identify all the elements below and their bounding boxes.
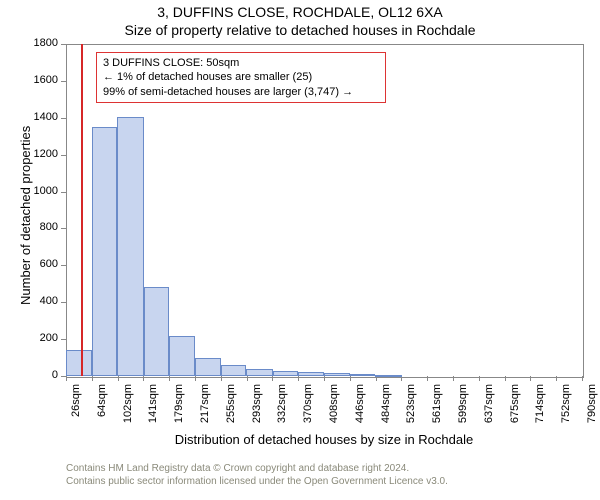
x-tick-mark bbox=[118, 376, 119, 381]
y-tick-label: 1600 bbox=[24, 74, 58, 86]
histogram-bar bbox=[66, 350, 92, 376]
reference-marker-line bbox=[81, 44, 83, 376]
histogram-bar bbox=[221, 365, 247, 376]
x-tick-label: 141sqm bbox=[147, 384, 159, 444]
x-tick-label: 408sqm bbox=[328, 384, 340, 444]
footer-line2: Contains public sector information licen… bbox=[66, 475, 448, 488]
x-tick-label: 179sqm bbox=[173, 384, 185, 444]
histogram-bar bbox=[144, 287, 170, 376]
annotation-box: 3 DUFFINS CLOSE: 50sqm ← 1% of detached … bbox=[96, 52, 386, 103]
x-tick-mark bbox=[350, 376, 351, 381]
histogram-bar bbox=[273, 371, 299, 376]
chart-container: 3, DUFFINS CLOSE, ROCHDALE, OL12 6XA Siz… bbox=[0, 0, 600, 500]
chart-title-line2: Size of property relative to detached ho… bbox=[0, 22, 600, 38]
x-tick-mark bbox=[582, 376, 583, 381]
x-tick-label: 675sqm bbox=[509, 384, 521, 444]
x-tick-label: 217sqm bbox=[199, 384, 211, 444]
x-axis-label: Distribution of detached houses by size … bbox=[66, 432, 582, 447]
x-tick-mark bbox=[195, 376, 196, 381]
y-tick-label: 400 bbox=[24, 295, 58, 307]
y-tick-mark bbox=[61, 44, 66, 45]
x-tick-mark bbox=[505, 376, 506, 381]
x-tick-label: 64sqm bbox=[96, 384, 108, 444]
x-tick-label: 599sqm bbox=[457, 384, 469, 444]
histogram-bar bbox=[169, 336, 195, 376]
x-tick-mark bbox=[272, 376, 273, 381]
y-tick-mark bbox=[61, 118, 66, 119]
footer-attribution: Contains HM Land Registry data © Crown c… bbox=[66, 462, 448, 488]
x-tick-label: 484sqm bbox=[380, 384, 392, 444]
x-tick-mark bbox=[143, 376, 144, 381]
y-tick-mark bbox=[61, 192, 66, 193]
y-tick-mark bbox=[61, 302, 66, 303]
x-tick-mark bbox=[221, 376, 222, 381]
x-tick-mark bbox=[92, 376, 93, 381]
y-tick-label: 1200 bbox=[24, 148, 58, 160]
y-tick-mark bbox=[61, 228, 66, 229]
x-tick-label: 102sqm bbox=[122, 384, 134, 444]
y-tick-label: 600 bbox=[24, 258, 58, 270]
x-tick-label: 790sqm bbox=[586, 384, 598, 444]
x-tick-label: 714sqm bbox=[534, 384, 546, 444]
histogram-bar bbox=[92, 127, 118, 376]
y-tick-mark bbox=[61, 81, 66, 82]
y-tick-label: 0 bbox=[24, 369, 58, 381]
histogram-bar bbox=[298, 372, 324, 376]
x-tick-mark bbox=[324, 376, 325, 381]
x-tick-label: 370sqm bbox=[302, 384, 314, 444]
x-tick-mark bbox=[298, 376, 299, 381]
x-tick-label: 26sqm bbox=[70, 384, 82, 444]
x-tick-mark bbox=[247, 376, 248, 381]
y-tick-label: 1400 bbox=[24, 111, 58, 123]
histogram-bar bbox=[246, 369, 272, 376]
y-tick-label: 1800 bbox=[24, 37, 58, 49]
annotation-line2: ← 1% of detached houses are smaller (25) bbox=[103, 70, 379, 84]
x-tick-mark bbox=[530, 376, 531, 381]
x-tick-mark bbox=[479, 376, 480, 381]
chart-title-line1: 3, DUFFINS CLOSE, ROCHDALE, OL12 6XA bbox=[0, 4, 600, 20]
histogram-bar bbox=[117, 117, 143, 376]
annotation-line3: 99% of semi-detached houses are larger (… bbox=[103, 85, 379, 99]
x-tick-mark bbox=[427, 376, 428, 381]
y-tick-mark bbox=[61, 155, 66, 156]
x-tick-label: 561sqm bbox=[431, 384, 443, 444]
x-tick-label: 637sqm bbox=[483, 384, 495, 444]
y-tick-mark bbox=[61, 339, 66, 340]
histogram-bar bbox=[375, 375, 401, 377]
y-tick-label: 1000 bbox=[24, 185, 58, 197]
y-tick-mark bbox=[61, 265, 66, 266]
y-tick-label: 200 bbox=[24, 332, 58, 344]
x-tick-label: 446sqm bbox=[354, 384, 366, 444]
x-tick-label: 255sqm bbox=[225, 384, 237, 444]
x-tick-label: 332sqm bbox=[276, 384, 288, 444]
y-tick-label: 800 bbox=[24, 221, 58, 233]
x-tick-label: 293sqm bbox=[251, 384, 263, 444]
histogram-bar bbox=[324, 373, 350, 376]
x-tick-mark bbox=[556, 376, 557, 381]
x-tick-mark bbox=[66, 376, 67, 381]
x-tick-mark bbox=[169, 376, 170, 381]
footer-line1: Contains HM Land Registry data © Crown c… bbox=[66, 462, 448, 475]
x-tick-label: 523sqm bbox=[405, 384, 417, 444]
histogram-bar bbox=[350, 374, 376, 376]
x-tick-label: 752sqm bbox=[560, 384, 572, 444]
histogram-bar bbox=[195, 358, 221, 376]
annotation-line1: 3 DUFFINS CLOSE: 50sqm bbox=[103, 56, 379, 70]
x-tick-mark bbox=[453, 376, 454, 381]
